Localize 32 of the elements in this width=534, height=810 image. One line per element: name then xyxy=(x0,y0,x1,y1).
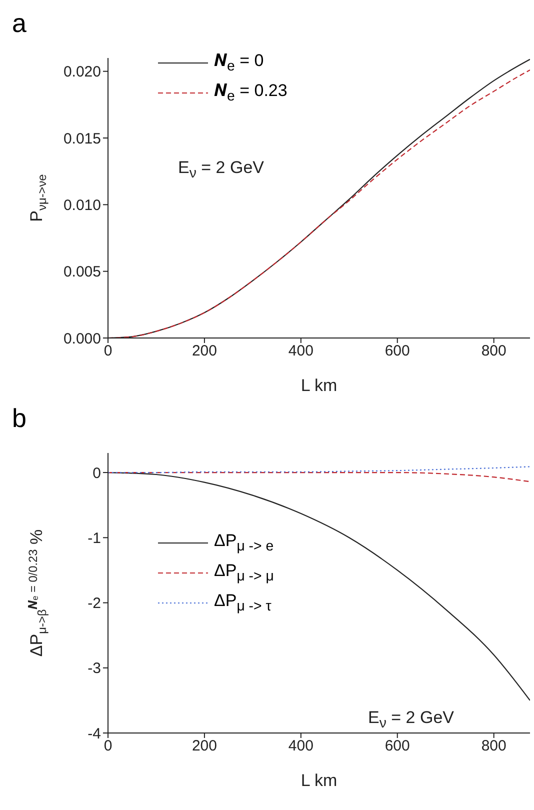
chart-title: b xyxy=(12,403,26,434)
x-tick-label: 600 xyxy=(384,342,410,360)
x-axis-title: L km xyxy=(300,771,338,790)
legend-label: ΔP$_{μ -> τ}$ xyxy=(214,591,272,615)
x-tick-label: 800 xyxy=(481,738,506,755)
y-tick-label: 0.005 xyxy=(63,264,101,281)
y-tick-label: 0.000 xyxy=(63,330,101,348)
y-tick-label: -3 xyxy=(88,660,101,678)
x-tick-label: 400 xyxy=(288,342,314,360)
legend-label: ΔP$_{μ -> e}$ xyxy=(214,531,274,555)
legend-label: 𝑵$_{e}$ = 0.23 xyxy=(214,81,288,105)
chart-title: a xyxy=(12,8,26,39)
x-tick-label: 0 xyxy=(104,738,112,755)
y-tick-label: -2 xyxy=(88,595,101,612)
x-tick-label: 800 xyxy=(481,342,506,360)
y-tick-label: -1 xyxy=(88,530,101,547)
annotation: E$_{ν}$ = 2 GeV xyxy=(368,708,454,732)
annotation: E$_{ν}$ = 2 GeV xyxy=(178,158,264,182)
y-tick-label: 0.010 xyxy=(63,196,101,214)
y-tick-label: 0.015 xyxy=(63,130,101,148)
x-tick-label: 200 xyxy=(192,738,217,755)
x-tick-label: 0 xyxy=(104,342,112,360)
y-tick-label: -4 xyxy=(88,725,101,742)
x-axis-title: L km xyxy=(300,376,338,395)
y-tick-label: 0 xyxy=(92,464,101,482)
line-series xyxy=(108,472,530,482)
legend-label: ΔP$_{μ -> μ}$ xyxy=(214,561,274,585)
x-tick-label: 600 xyxy=(384,738,410,755)
x-tick-label: 400 xyxy=(288,738,314,755)
x-tick-label: 200 xyxy=(192,342,217,360)
y-tick-label: 0.020 xyxy=(63,64,101,81)
legend-label: 𝑵$_{e}$ = 0 xyxy=(214,51,264,75)
